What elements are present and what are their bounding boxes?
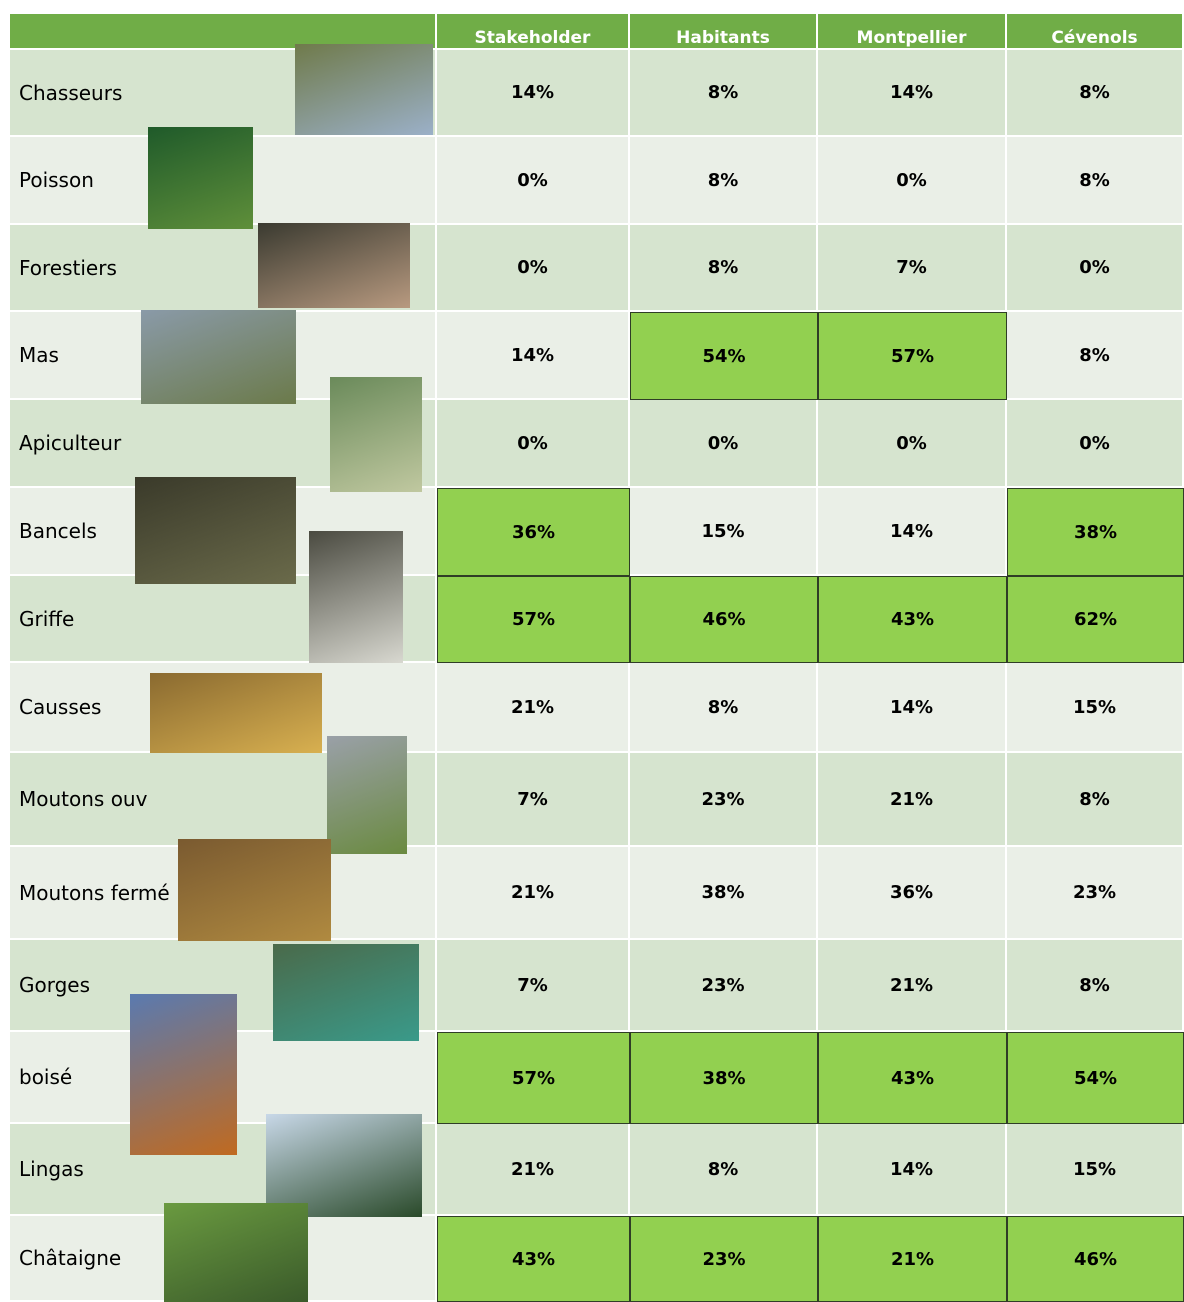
value-cell: 21% xyxy=(818,753,1007,847)
value-cell: 7% xyxy=(818,225,1007,312)
photo xyxy=(178,839,331,941)
value-cell: 14% xyxy=(818,663,1007,753)
value-cell: 0% xyxy=(437,137,630,225)
value-cell: 8% xyxy=(630,225,818,312)
value-cell: 14% xyxy=(818,488,1007,576)
value-cell: 36% xyxy=(818,847,1007,940)
value-cell: 0% xyxy=(630,400,818,488)
value-cell: 38% xyxy=(1007,488,1184,576)
value-cell: 23% xyxy=(630,753,818,847)
value-cell: 54% xyxy=(1007,1032,1184,1124)
photo xyxy=(141,310,296,404)
value-cell: 43% xyxy=(818,576,1007,663)
value-cell: 14% xyxy=(818,50,1007,137)
column-header: Habitants xyxy=(630,14,818,50)
value-cell: 23% xyxy=(630,1216,818,1302)
value-cell: 21% xyxy=(818,940,1007,1032)
value-cell: 0% xyxy=(1007,225,1184,312)
photo xyxy=(130,994,237,1155)
value-cell: 15% xyxy=(1007,663,1184,753)
column-header: Cévenols xyxy=(1007,14,1184,50)
photo xyxy=(330,377,422,492)
column-header: Stakeholder xyxy=(437,14,630,50)
value-cell: 46% xyxy=(630,576,818,663)
value-cell: 38% xyxy=(630,1032,818,1124)
value-cell: 8% xyxy=(1007,137,1184,225)
value-cell: 43% xyxy=(437,1216,630,1302)
column-header: Montpellier xyxy=(818,14,1007,50)
value-cell: 14% xyxy=(818,1124,1007,1216)
value-cell: 0% xyxy=(818,137,1007,225)
value-cell: 7% xyxy=(437,753,630,847)
photo xyxy=(295,44,433,135)
value-cell: 38% xyxy=(630,847,818,940)
value-cell: 15% xyxy=(1007,1124,1184,1216)
value-cell: 43% xyxy=(818,1032,1007,1124)
value-cell: 14% xyxy=(437,312,630,400)
value-cell: 23% xyxy=(1007,847,1184,940)
value-cell: 8% xyxy=(630,137,818,225)
value-cell: 62% xyxy=(1007,576,1184,663)
value-cell: 14% xyxy=(437,50,630,137)
value-cell: 7% xyxy=(437,940,630,1032)
value-cell: 8% xyxy=(1007,50,1184,137)
value-cell: 21% xyxy=(437,663,630,753)
value-cell: 8% xyxy=(1007,312,1184,400)
value-cell: 57% xyxy=(818,312,1007,400)
value-cell: 21% xyxy=(437,1124,630,1216)
photo xyxy=(309,531,403,663)
photo xyxy=(273,944,419,1041)
value-cell: 0% xyxy=(1007,400,1184,488)
value-cell: 8% xyxy=(1007,940,1184,1032)
header-cell xyxy=(10,14,437,50)
value-cell: 23% xyxy=(630,940,818,1032)
value-cell: 8% xyxy=(1007,753,1184,847)
photo xyxy=(148,127,253,229)
value-cell: 21% xyxy=(437,847,630,940)
value-cell: 54% xyxy=(630,312,818,400)
photo xyxy=(135,477,296,584)
photo xyxy=(327,736,407,854)
value-cell: 0% xyxy=(437,400,630,488)
value-cell: 8% xyxy=(630,663,818,753)
photo xyxy=(164,1203,308,1302)
value-cell: 0% xyxy=(437,225,630,312)
photo xyxy=(266,1114,422,1217)
value-cell: 57% xyxy=(437,576,630,663)
value-cell: 15% xyxy=(630,488,818,576)
photo xyxy=(150,673,322,753)
value-cell: 0% xyxy=(818,400,1007,488)
value-cell: 8% xyxy=(630,50,818,137)
value-cell: 8% xyxy=(630,1124,818,1216)
photo xyxy=(258,223,410,308)
value-cell: 46% xyxy=(1007,1216,1184,1302)
value-cell: 21% xyxy=(818,1216,1007,1302)
value-cell: 36% xyxy=(437,488,630,576)
value-cell: 57% xyxy=(437,1032,630,1124)
